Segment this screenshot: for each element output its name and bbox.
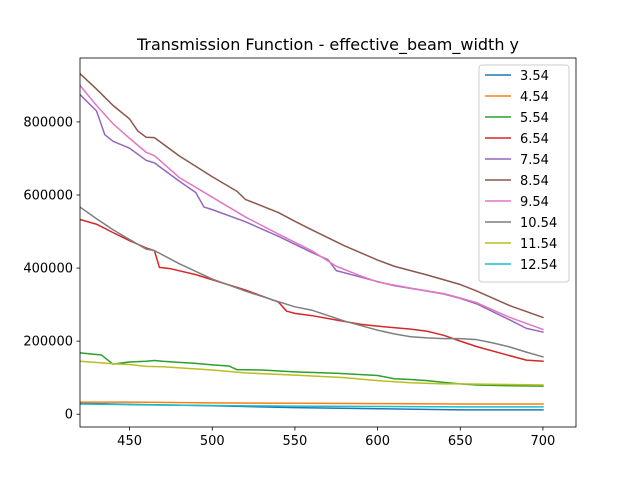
series-line-7 [80, 84, 544, 331]
y-tick-label: 400000 [23, 262, 73, 277]
legend-label-2: 4.54 [520, 90, 549, 105]
x-tick-label: 550 [283, 434, 308, 449]
y-tick-label: 0 [65, 408, 73, 423]
chart-title: Transmission Function - effective_beam_w… [136, 35, 519, 55]
x-tick-label: 500 [200, 434, 225, 449]
legend-label-10: 12.54 [520, 258, 557, 273]
y-tick-label: 200000 [23, 335, 73, 350]
series-line-9 [80, 360, 544, 386]
legend-label-8: 10.54 [520, 216, 557, 231]
series-line-4 [80, 218, 544, 363]
x-tick-label: 700 [531, 434, 556, 449]
legend: 3.54 4.54 5.54 6.54 7.54 8.54 9.54 10.54 11.54 12… [478, 64, 570, 283]
series-line-5 [80, 93, 544, 333]
plot-area [79, 57, 577, 428]
legend-label-5: 7.54 [520, 153, 549, 168]
y-axis: 0 200000 400000 600000 800000 [23, 115, 80, 423]
x-tick-label: 450 [117, 434, 142, 449]
plot-frame [79, 57, 577, 428]
legend-label-3: 5.54 [520, 111, 549, 126]
legend-label-9: 11.54 [520, 237, 557, 252]
series-line-2 [80, 401, 544, 405]
x-tick-label: 650 [448, 434, 473, 449]
x-axis: 450 500 550 600 650 700 [117, 427, 555, 449]
legend-label-7: 9.54 [520, 195, 549, 210]
series-line-3 [80, 352, 544, 387]
legend-label-6: 8.54 [520, 174, 549, 189]
y-tick-label: 600000 [23, 189, 73, 204]
y-tick-label: 800000 [23, 115, 73, 130]
legend-label-4: 6.54 [520, 132, 549, 147]
legend-box [478, 64, 570, 283]
legend-label-1: 3.54 [520, 69, 549, 84]
series-line-8 [80, 206, 544, 358]
x-tick-label: 600 [365, 434, 390, 449]
series-line-6 [80, 72, 544, 319]
series-line-10 [80, 403, 544, 408]
